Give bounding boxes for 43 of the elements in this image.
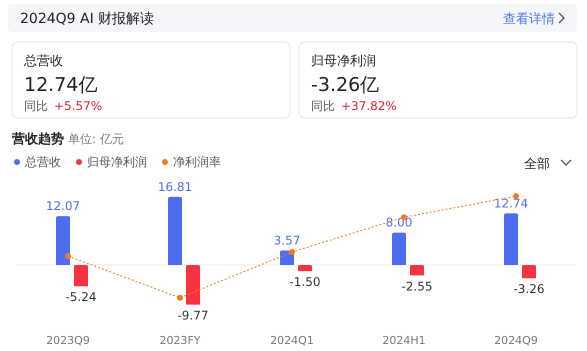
bar	[504, 213, 518, 265]
data-label: 12.74	[494, 196, 528, 210]
legend-label: 归母净利润	[87, 155, 147, 169]
data-label: -5.24	[65, 290, 97, 304]
data-label: 16.81	[158, 180, 192, 194]
data-label: -3.26	[513, 282, 545, 296]
text: -3.26亿	[311, 74, 380, 96]
bar	[410, 265, 424, 276]
legend-label: 净利润率	[173, 155, 221, 169]
x-tick-label: 2023Q9	[46, 334, 90, 347]
data-label: 12.07	[46, 199, 80, 214]
data-label: -1.50	[289, 275, 321, 290]
text: 查看详情	[503, 12, 555, 27]
x-tick-label: 2024Q9	[494, 334, 538, 347]
bar	[522, 265, 536, 278]
point	[177, 294, 183, 301]
text: 2024Q9 AI 财报解读	[20, 11, 154, 27]
bar	[298, 265, 312, 272]
text: 12.74亿	[24, 74, 98, 96]
data-label: -2.55	[401, 279, 433, 294]
x-tick-label: 2024H1	[382, 334, 426, 347]
data-label: 3.57	[274, 234, 300, 248]
chart-subtitle: 单位: 亿元	[68, 132, 124, 146]
text: 同比	[24, 99, 48, 113]
x-tick-label: 2024Q1	[270, 334, 314, 347]
bar	[168, 196, 182, 265]
text: +5.57%	[54, 99, 102, 113]
bar	[392, 232, 406, 265]
bar	[74, 265, 88, 286]
bar	[56, 216, 70, 265]
x-tick-label: 2023FY	[159, 334, 201, 347]
text: 归母净利润	[311, 54, 376, 69]
data-label: -9.77	[177, 308, 209, 323]
text: 同比	[311, 99, 335, 113]
chart-title: 营收趋势	[11, 131, 64, 147]
point	[289, 249, 295, 256]
bar	[186, 265, 200, 305]
text: 全部	[524, 157, 550, 172]
text: +37.82%	[341, 99, 397, 113]
data-label: 8.00	[386, 216, 412, 230]
text: 总营收	[23, 54, 63, 69]
point	[65, 253, 71, 260]
legend-label: 总营收	[24, 155, 61, 169]
